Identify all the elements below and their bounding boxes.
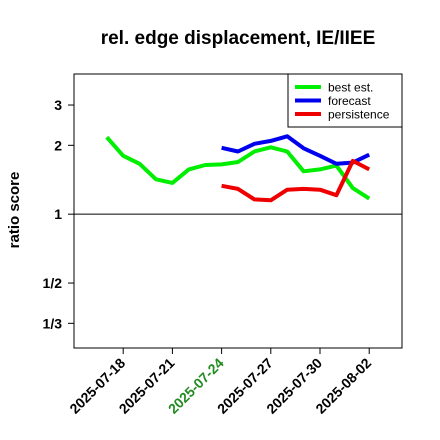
series-line-best-est — [105, 135, 371, 201]
series-line-persistence — [221, 158, 371, 203]
y-tick-label: 2 — [54, 137, 62, 153]
y-tick-label: 1/3 — [43, 315, 63, 331]
y-tick-label: 1/2 — [43, 275, 63, 291]
series-line-forecast — [221, 134, 371, 166]
plot-area — [73, 73, 403, 349]
legend-label: forecast — [328, 94, 371, 108]
x-axis: 2025-07-182025-07-212025-07-242025-07-27… — [66, 348, 374, 417]
legend-label: best est. — [328, 81, 373, 95]
y-axis-label: ratio score — [6, 172, 23, 249]
series-group — [105, 134, 371, 203]
legend-label: persistence — [328, 108, 390, 122]
y-tick-label: 3 — [54, 97, 62, 113]
chart-title: rel. edge displacement, IE/IIEE — [101, 28, 376, 49]
y-tick-label: 1 — [54, 206, 62, 222]
y-axis: 3 2 1 1/2 1/3 — [43, 97, 74, 331]
